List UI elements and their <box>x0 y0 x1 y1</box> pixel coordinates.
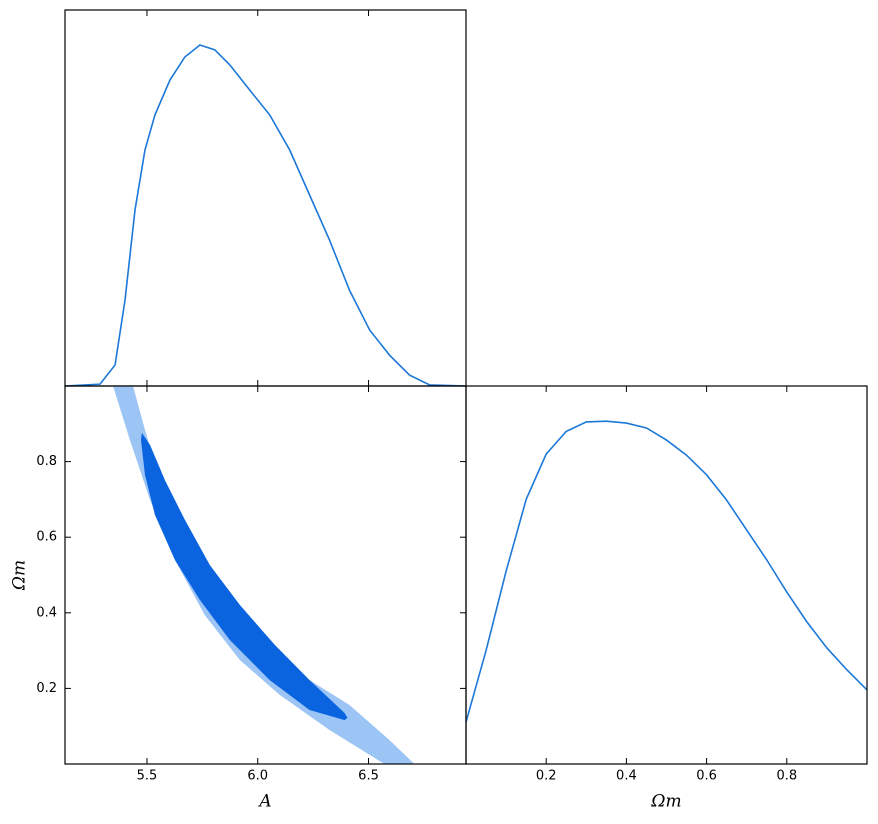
density-line <box>465 420 868 723</box>
x-axis-label: A <box>257 792 271 812</box>
x-tick-label: 0.2 <box>536 769 557 784</box>
y-tick-label: 0.6 <box>36 530 57 545</box>
x-axis-label: Ωm <box>650 792 681 812</box>
density-line <box>64 44 467 387</box>
y-tick-label: 0.8 <box>36 454 57 469</box>
contour-region <box>113 386 415 764</box>
panel-frame <box>465 385 868 765</box>
y-tick-label: 0.4 <box>36 605 57 620</box>
x-tick-label: 0.4 <box>616 769 637 784</box>
panel-frame <box>64 385 467 765</box>
panel-frame <box>64 9 467 387</box>
x-tick-label: 6.5 <box>358 769 379 784</box>
x-tick-label: 6.0 <box>247 769 268 784</box>
contour-region <box>140 432 348 721</box>
y-tick-label: 0.2 <box>36 681 57 696</box>
x-tick-label: 5.5 <box>137 769 158 784</box>
x-tick-label: 0.8 <box>776 769 797 784</box>
y-axis-label: Ωm <box>10 560 30 591</box>
x-tick-label: 0.6 <box>696 769 717 784</box>
